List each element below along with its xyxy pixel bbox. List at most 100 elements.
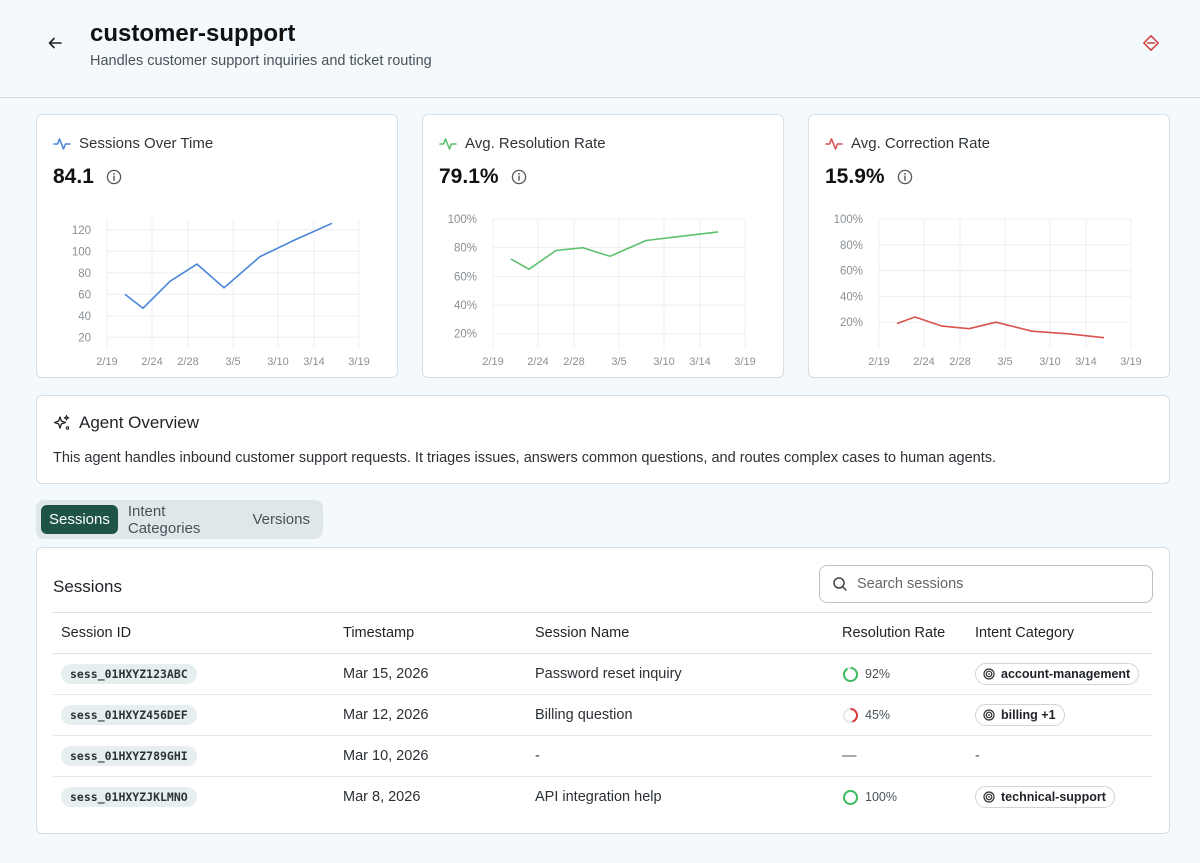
y-tick-label: 60 xyxy=(78,289,91,301)
search-input[interactable] xyxy=(857,576,1137,592)
session-name-cell: Password reset inquiry xyxy=(535,653,842,695)
metric-title: Avg. Correction Rate xyxy=(851,135,990,152)
session-id-badge[interactable]: sess_01HXYZ789GHI xyxy=(61,746,197,766)
x-tick-label: 2/28 xyxy=(949,356,970,368)
timestamp-cell: Mar 10, 2026 xyxy=(343,735,535,777)
x-tick-label: 2/19 xyxy=(96,356,117,368)
intent-label: - xyxy=(975,748,980,764)
y-tick-label: 20 xyxy=(78,332,91,344)
y-tick-label: 40 xyxy=(78,311,91,323)
x-tick-label: 3/14 xyxy=(303,356,324,368)
data-point xyxy=(1029,328,1035,334)
metric-card-correction: Avg. Correction Rate 15.9% 2/19 2/24 2/28 3… xyxy=(808,114,1170,378)
activity-icon xyxy=(825,137,843,150)
search-icon xyxy=(833,577,847,591)
y-tick-label: 80 xyxy=(78,268,91,280)
x-tick-label: 3/14 xyxy=(1075,356,1096,368)
column-header-intent-category[interactable]: Intent Category xyxy=(975,612,1153,654)
data-point xyxy=(679,233,685,239)
session-id-badge[interactable]: sess_01HXYZ456DEF xyxy=(61,705,197,725)
column-header-session-name[interactable]: Session Name xyxy=(535,612,842,654)
x-tick-label: 2/24 xyxy=(141,356,162,368)
x-tick-label: 3/10 xyxy=(267,356,288,368)
resolution-rate-value: 45% xyxy=(865,708,891,722)
data-point xyxy=(993,319,999,325)
y-tick-label: 60% xyxy=(454,271,477,283)
intent-chip[interactable]: billing +1 xyxy=(975,704,1065,726)
y-tick-label: 40% xyxy=(840,291,863,303)
resolution-rate-value: 100% xyxy=(865,790,897,805)
x-tick-label: 2/24 xyxy=(527,356,548,368)
data-point xyxy=(1101,335,1107,341)
intent-label: billing +1 xyxy=(1001,708,1056,722)
timestamp-cell: Mar 12, 2026 xyxy=(343,694,535,736)
x-tick-label: 3/5 xyxy=(611,356,626,368)
column-header-resolution-rate[interactable]: Resolution Rate xyxy=(842,612,975,654)
intent-chip[interactable]: technical-support xyxy=(975,786,1115,809)
table-row[interactable]: sess_01HXYZ789GHI Mar 10, 2026 - — - xyxy=(53,735,1153,777)
timestamp-cell: Mar 8, 2026 xyxy=(343,789,421,806)
resolution-ring-icon xyxy=(843,789,858,805)
search-box[interactable] xyxy=(819,565,1153,603)
ring-progress xyxy=(843,789,858,805)
y-tick-label: 80% xyxy=(840,240,863,252)
data-point xyxy=(329,220,335,226)
overview-title: Agent Overview xyxy=(79,413,199,432)
y-tick-label: 40% xyxy=(454,300,477,312)
x-tick-label: 2/24 xyxy=(913,356,934,368)
info-icon[interactable] xyxy=(106,169,122,185)
x-tick-label: 2/28 xyxy=(177,356,198,368)
back-button[interactable] xyxy=(44,32,66,54)
x-tick-label: 3/19 xyxy=(1120,356,1141,368)
tab-versions[interactable]: Versions xyxy=(252,511,310,528)
table-row[interactable]: sess_01HXYZ456DEF Mar 12, 2026 Billing q… xyxy=(53,694,1153,736)
session-name-cell: Billing question xyxy=(535,694,842,736)
column-header-timestamp[interactable]: Timestamp xyxy=(343,612,535,654)
intent-chip[interactable]: account-management xyxy=(975,663,1140,685)
metric-value: 15.9% xyxy=(825,165,885,188)
diamond-icon xyxy=(1143,35,1159,51)
table-row[interactable]: sess_01HXYZ123ABC Mar 15, 2026 Password … xyxy=(53,653,1153,695)
data-point xyxy=(122,291,128,297)
x-tick-label: 3/19 xyxy=(734,356,755,368)
data-point xyxy=(140,305,146,311)
tab-bar: Sessions Intent Categories Versions xyxy=(36,500,323,539)
resolution-chart: 2/19 2/24 2/28 3/5 3/10 3/14 3/19 20% 40% 60% 80% 1… xyxy=(448,214,756,368)
tab-intent-categories[interactable]: Intent Categories xyxy=(127,502,201,537)
sparkles-icon xyxy=(53,414,70,430)
y-tick-label: 100% xyxy=(834,214,863,226)
x-tick-label: 3/5 xyxy=(997,356,1012,368)
x-tick-label: 3/10 xyxy=(653,356,674,368)
data-point xyxy=(526,266,532,272)
data-point xyxy=(715,229,721,235)
info-icon[interactable] xyxy=(511,169,527,185)
session-id-badge[interactable]: sess_01HXYZ123ABC xyxy=(61,664,197,684)
timestamp-cell: Mar 15, 2026 xyxy=(343,653,535,695)
data-point xyxy=(912,314,918,320)
tag-button[interactable] xyxy=(1139,32,1163,54)
x-tick-label: 3/14 xyxy=(689,356,710,368)
page-header: customer-support Handles customer suppor… xyxy=(0,0,1200,98)
y-tick-label: 80% xyxy=(454,243,477,255)
data-point xyxy=(607,253,613,259)
table-row[interactable]: sess_01HXYZJKLMNO Mar 8, 2026 API integr… xyxy=(53,777,1153,818)
activity-icon xyxy=(53,137,71,150)
y-tick-label: 20% xyxy=(454,329,477,341)
column-header-session-id[interactable]: Session ID xyxy=(53,612,343,654)
info-icon[interactable] xyxy=(897,169,913,185)
data-point xyxy=(894,320,900,326)
data-point xyxy=(553,248,559,254)
data-point xyxy=(966,326,972,332)
page-subtitle: Handles customer support inquiries and t… xyxy=(90,53,432,69)
sessions-chart: 2/19 2/24 2/28 3/5 3/10 3/14 3/19 20 40 60 80 100 12… xyxy=(72,219,370,368)
arrow-left-icon xyxy=(48,37,62,49)
session-id-badge[interactable]: sess_01HXYZJKLMNO xyxy=(61,787,197,808)
sessions-title: Sessions xyxy=(53,577,122,596)
sessions-table: Session ID Timestamp Session Name Resolu… xyxy=(53,612,1153,818)
y-tick-label: 120 xyxy=(72,225,91,237)
tab-sessions[interactable]: Sessions xyxy=(41,505,118,534)
overview-text: This agent handles inbound customer supp… xyxy=(53,450,997,466)
x-tick-label: 3/5 xyxy=(225,356,240,368)
data-point xyxy=(1065,331,1071,337)
resolution-rate-value: — xyxy=(842,748,857,764)
